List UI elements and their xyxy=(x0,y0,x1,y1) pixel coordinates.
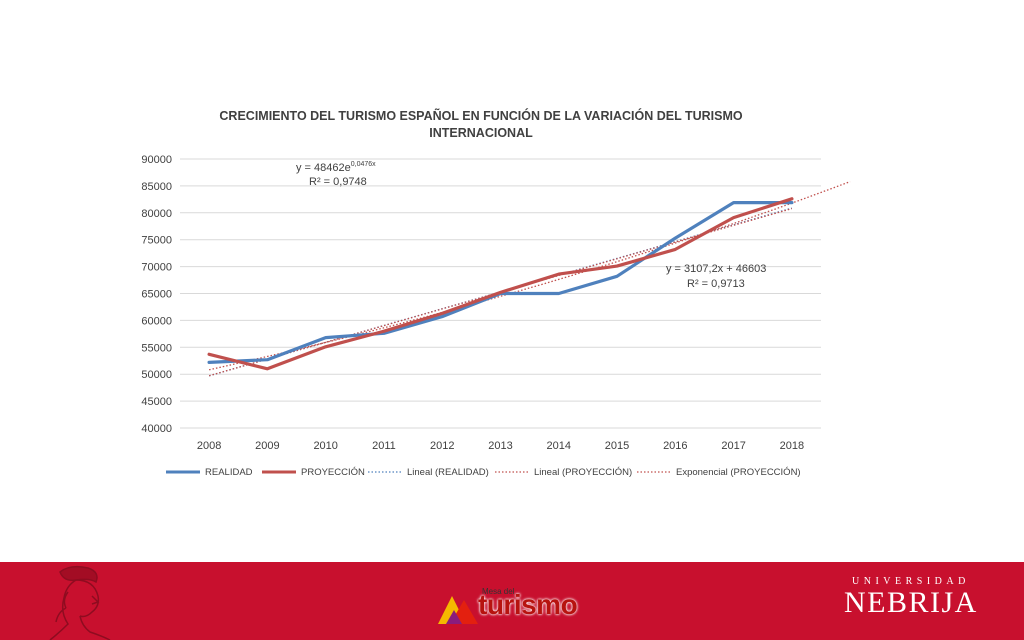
chart: CRECIMIENTO DEL TURISMO ESPAÑOL EN FUNCI… xyxy=(141,108,851,478)
y-tick-label: 55000 xyxy=(141,342,172,354)
university-name: NEBRIJA xyxy=(844,586,978,619)
y-tick-label: 85000 xyxy=(141,181,172,193)
legend: REALIDAD PROYECCIÓN Lineal (REALIDAD) Li… xyxy=(166,467,801,478)
trendline-exponential xyxy=(208,180,851,371)
y-tick-label: 90000 xyxy=(141,154,172,166)
y-tick-label: 75000 xyxy=(141,235,172,247)
x-tick-label: 2010 xyxy=(313,440,337,452)
mesa-del-turismo-logo-icon xyxy=(438,596,478,624)
x-tick-label: 2014 xyxy=(547,440,571,452)
exp-equation-exponent: 0,0476x xyxy=(351,161,376,168)
logo-text: turismo xyxy=(478,589,578,620)
legend-label-lineal-proyeccion: Lineal (PROYECCIÓN) xyxy=(534,467,632,478)
x-tick-label: 2011 xyxy=(372,440,396,452)
x-tick-label: 2013 xyxy=(488,440,512,452)
x-axis-ticks: 2008 2009 2010 2011 2012 2013 2014 2015 2016 2017… xyxy=(197,440,804,452)
legend-label-exponencial-proyeccion: Exponencial (PROYECCIÓN) xyxy=(676,467,801,478)
trendline-linear xyxy=(208,207,793,377)
y-tick-label: 45000 xyxy=(141,396,172,408)
exp-equation-main: y = 48462e xyxy=(296,162,351,174)
trendlines xyxy=(208,180,851,377)
y-tick-label: 60000 xyxy=(141,315,172,327)
university-label: UNIVERSIDAD xyxy=(852,576,970,587)
legend-label-proyeccion: PROYECCIÓN xyxy=(301,467,365,478)
chart-title-line2: INTERNACIONAL xyxy=(429,126,533,140)
y-tick-label: 65000 xyxy=(141,289,172,301)
y-axis-ticks: 40000 45000 50000 55000 60000 65000 70000 75000… xyxy=(141,154,172,435)
exp-r2: R² = 0,9748 xyxy=(309,176,367,188)
y-tick-label: 70000 xyxy=(141,262,172,274)
x-tick-label: 2015 xyxy=(605,440,629,452)
lin-r2: R² = 0,9713 xyxy=(687,278,745,290)
legend-label-realidad: REALIDAD xyxy=(205,467,253,478)
x-tick-label: 2008 xyxy=(197,440,221,452)
x-tick-label: 2017 xyxy=(721,440,745,452)
exp-equation: y = 48462e0,0476x xyxy=(296,161,376,174)
y-tick-label: 50000 xyxy=(141,369,172,381)
y-tick-label: 80000 xyxy=(141,208,172,220)
x-tick-label: 2012 xyxy=(430,440,454,452)
x-tick-label: 2009 xyxy=(255,440,279,452)
lin-equation: y = 3107,2x + 46603 xyxy=(666,263,766,275)
logo-small-text: Mesa del xyxy=(482,587,515,596)
legend-label-lineal-realidad: Lineal (REALIDAD) xyxy=(407,467,489,478)
series-lines xyxy=(207,197,794,371)
chart-title-line1: CRECIMIENTO DEL TURISMO ESPAÑOL EN FUNCI… xyxy=(219,108,742,123)
series-line-proyección xyxy=(207,197,794,371)
y-tick-label: 40000 xyxy=(141,423,172,435)
x-tick-label: 2016 xyxy=(663,440,687,452)
x-tick-label: 2018 xyxy=(780,440,804,452)
footer-bar xyxy=(0,562,1024,640)
founder-portrait-icon xyxy=(49,565,111,640)
